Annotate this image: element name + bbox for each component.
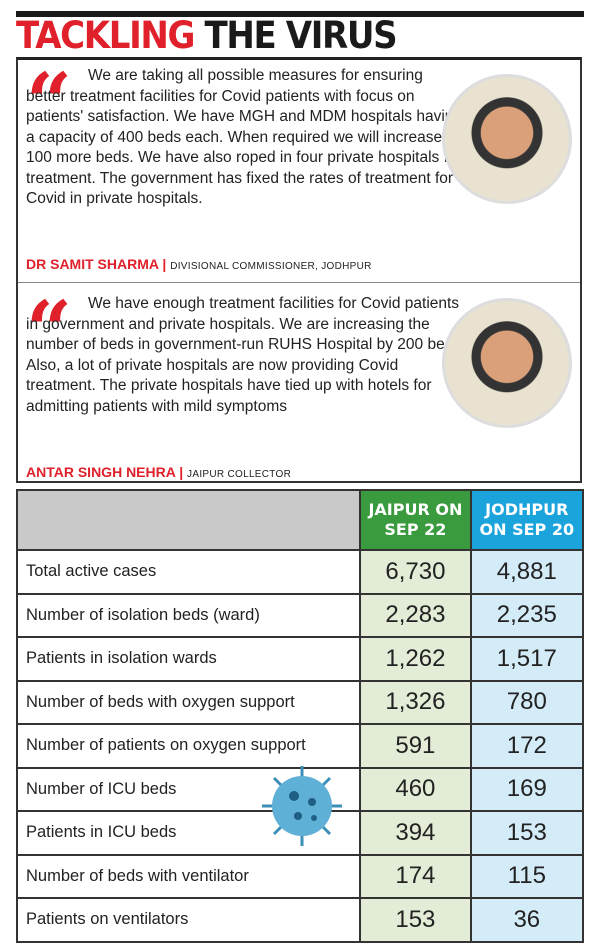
portrait-photo xyxy=(442,298,572,428)
jodhpur-value: 172 xyxy=(469,723,585,769)
quote-signature: DR SAMIT SHARMA | DIVISIONAL COMMISSIONE… xyxy=(26,256,372,272)
jaipur-value: 1,262 xyxy=(359,636,472,682)
portrait-photo xyxy=(442,74,572,204)
row-label: Number of isolation beds (ward) xyxy=(15,592,362,638)
jodhpur-value: 169 xyxy=(469,766,585,812)
header-jaipur: JAIPUR ON SEP 22 xyxy=(359,489,472,551)
table-row: Number of beds with oxygen support 1,326 7… xyxy=(15,679,585,725)
quote-text: We have enough treatment facilities for … xyxy=(26,295,466,415)
row-label: Number of beds with oxygen support xyxy=(15,679,362,725)
row-label: Number of patients on oxygen support xyxy=(15,723,362,769)
jaipur-value: 2,283 xyxy=(359,592,472,638)
jaipur-value: 1,326 xyxy=(359,679,472,725)
page-title: TACKLING THE VIRUS xyxy=(16,14,398,57)
jodhpur-value: 1,517 xyxy=(469,636,585,682)
header-jodhpur: JODHPUR ON SEP 20 xyxy=(469,489,585,551)
row-label: Number of beds with ventilator xyxy=(15,853,362,899)
jodhpur-value: 780 xyxy=(469,679,585,725)
divider xyxy=(18,282,580,283)
stats-table: JAIPUR ON SEP 22 JODHPUR ON SEP 20 Total… xyxy=(15,489,585,943)
row-label: Patients on ventilators xyxy=(15,897,362,943)
jaipur-value: 460 xyxy=(359,766,472,812)
jodhpur-value: 36 xyxy=(469,897,585,943)
jaipur-value: 591 xyxy=(359,723,472,769)
table-row: Patients in isolation wards 1,262 1,517 xyxy=(15,636,585,682)
header-blank xyxy=(15,489,362,551)
jaipur-value: 174 xyxy=(359,853,472,899)
jodhpur-value: 2,235 xyxy=(469,592,585,638)
jodhpur-value: 4,881 xyxy=(469,549,585,595)
quote-text: We are taking all possible measures for … xyxy=(26,67,463,207)
jodhpur-value: 153 xyxy=(469,810,585,856)
table-row: Patients in ICU beds 394 153 xyxy=(15,810,585,856)
table-row: Patients on ventilators 153 36 xyxy=(15,897,585,943)
jaipur-value: 6,730 xyxy=(359,549,472,595)
row-label: Patients in isolation wards xyxy=(15,636,362,682)
jaipur-value: 394 xyxy=(359,810,472,856)
quote-signature: ANTAR SINGH NEHRA | JAIPUR COLLECTOR xyxy=(26,464,292,480)
table-row: Total active cases 6,730 4,881 xyxy=(15,549,585,595)
table-row: Number of beds with ventilator 174 115 xyxy=(15,853,585,899)
top-rule xyxy=(16,11,584,17)
virus-icon xyxy=(262,766,342,846)
quotes-box: “ We are taking all possible measures fo… xyxy=(16,57,582,483)
jaipur-value: 153 xyxy=(359,897,472,943)
table-row: Number of patients on oxygen support 591 1… xyxy=(15,723,585,769)
row-label: Total active cases xyxy=(15,549,362,595)
table-row: Number of isolation beds (ward) 2,283 2,23… xyxy=(15,592,585,638)
jodhpur-value: 115 xyxy=(469,853,585,899)
